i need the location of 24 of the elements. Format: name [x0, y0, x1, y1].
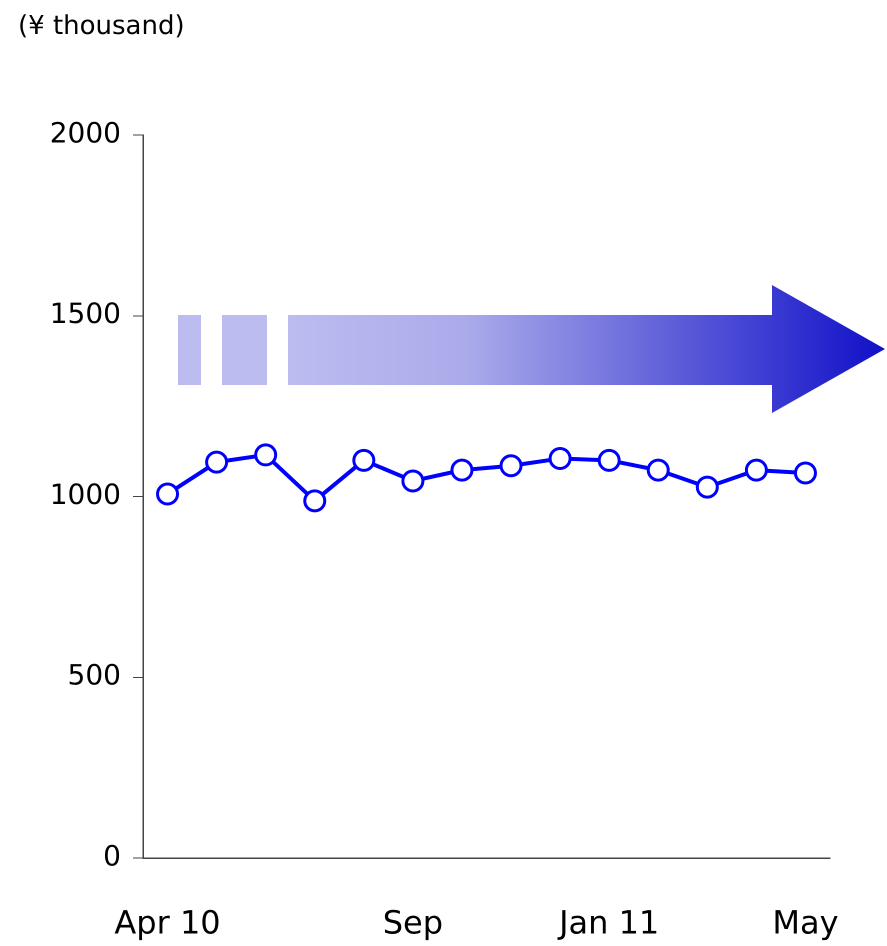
x-tick-label: Jan 11 [557, 904, 660, 942]
x-tick-label: May [772, 904, 839, 942]
point [205, 450, 228, 474]
point [450, 458, 474, 482]
point [303, 489, 326, 512]
y-tick-label: 1500 [50, 297, 121, 330]
y-tick-label: 0 [103, 839, 121, 872]
point [598, 448, 621, 472]
y-tick-label: 1000 [50, 478, 121, 511]
point [646, 458, 670, 482]
point [401, 469, 424, 492]
y-tick-label: 500 [68, 658, 121, 692]
point [548, 447, 572, 470]
x-tick-label: Sep [382, 904, 444, 942]
x-tick-label: Apr 10 [114, 904, 221, 942]
y-axis-title: (¥ thousand) [18, 10, 185, 41]
point [156, 482, 180, 506]
point [352, 448, 376, 472]
point [794, 462, 817, 485]
point [696, 476, 719, 499]
point [254, 443, 278, 466]
y-tick-label: 2000 [50, 116, 121, 150]
point [500, 454, 523, 478]
point [744, 458, 768, 482]
